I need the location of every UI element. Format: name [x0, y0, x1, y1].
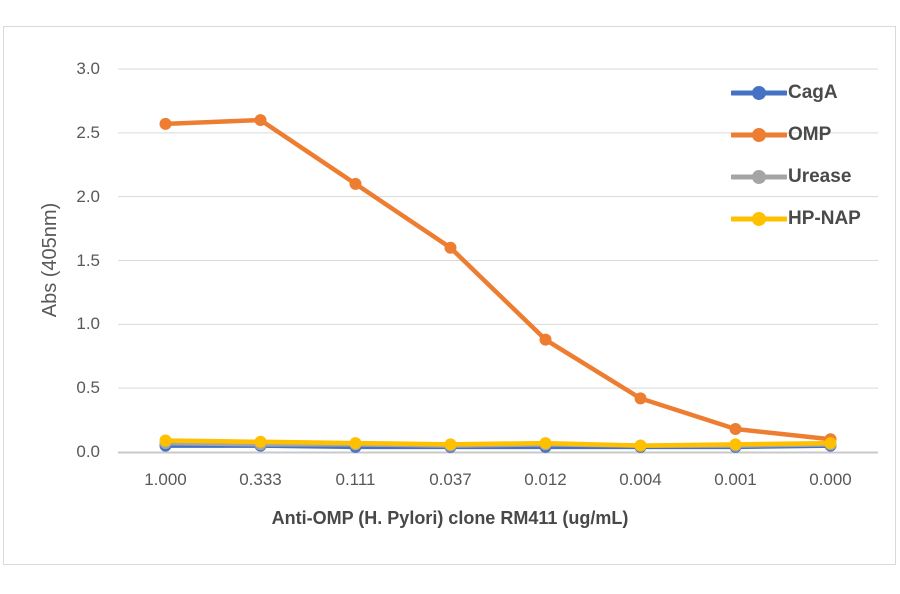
x-tick-label: 0.000: [809, 470, 852, 489]
legend-label: OMP: [788, 124, 832, 145]
series-marker-HP-NAP: [634, 439, 647, 452]
legend-swatch-icon: [731, 212, 787, 226]
series-marker-OMP: [349, 177, 362, 190]
series-marker-OMP: [539, 333, 552, 346]
y-tick-label: 2.5: [76, 122, 100, 142]
x-axis-title: Anti-OMP (H. Pylori) clone RM411 (ug/mL): [271, 508, 629, 528]
series-line-OMP: [163, 117, 833, 442]
series-marker-OMP: [159, 117, 172, 130]
legend-swatch-icon: [731, 86, 787, 100]
series-marker-HP-NAP: [254, 435, 267, 448]
series-marker-HP-NAP: [729, 438, 742, 451]
y-tick-label: 2.0: [76, 186, 100, 206]
x-tick-label: 1.000: [144, 470, 187, 489]
y-axis-title: Abs (405nm): [39, 202, 61, 318]
series-marker-HP-NAP: [159, 434, 172, 447]
series-marker-HP-NAP: [444, 438, 457, 451]
x-tick-label: 0.037: [429, 470, 472, 489]
series-marker-OMP: [254, 114, 267, 127]
legend-label: CagA: [788, 82, 838, 103]
x-tick-label: 0.004: [619, 470, 662, 489]
legend-item-HP-NAP: HP-NAP: [731, 206, 861, 232]
x-tick-label: 0.111: [335, 470, 376, 489]
legend-item-Urease: Urease: [731, 164, 851, 190]
series-marker-HP-NAP: [539, 437, 552, 450]
y-tick-label: 3.0: [76, 59, 100, 78]
legend-label: Urease: [788, 166, 852, 187]
legend-swatch-icon: [731, 170, 787, 184]
series-line-HP-NAP: [163, 438, 833, 448]
x-tick-label: 0.333: [239, 470, 282, 489]
y-tick-label: 0.0: [76, 442, 100, 461]
y-tick-label: 0.5: [76, 378, 100, 398]
series-marker-OMP: [634, 392, 647, 405]
series-marker-OMP: [444, 241, 457, 254]
chart-frame: [3, 26, 896, 565]
legend-item-CagA: CagA: [731, 80, 838, 106]
series-marker-OMP: [729, 423, 742, 436]
x-tick-label: 0.012: [524, 470, 567, 489]
series-marker-HP-NAP: [349, 437, 362, 450]
y-tick-label: 1.0: [76, 314, 100, 334]
legend-swatch-icon: [731, 128, 787, 142]
x-tick-label: 0.001: [714, 470, 757, 489]
y-tick-label: 1.5: [76, 250, 100, 270]
legend-item-OMP: OMP: [731, 122, 831, 148]
legend-label: HP-NAP: [788, 208, 861, 229]
series-marker-HP-NAP: [824, 437, 837, 450]
